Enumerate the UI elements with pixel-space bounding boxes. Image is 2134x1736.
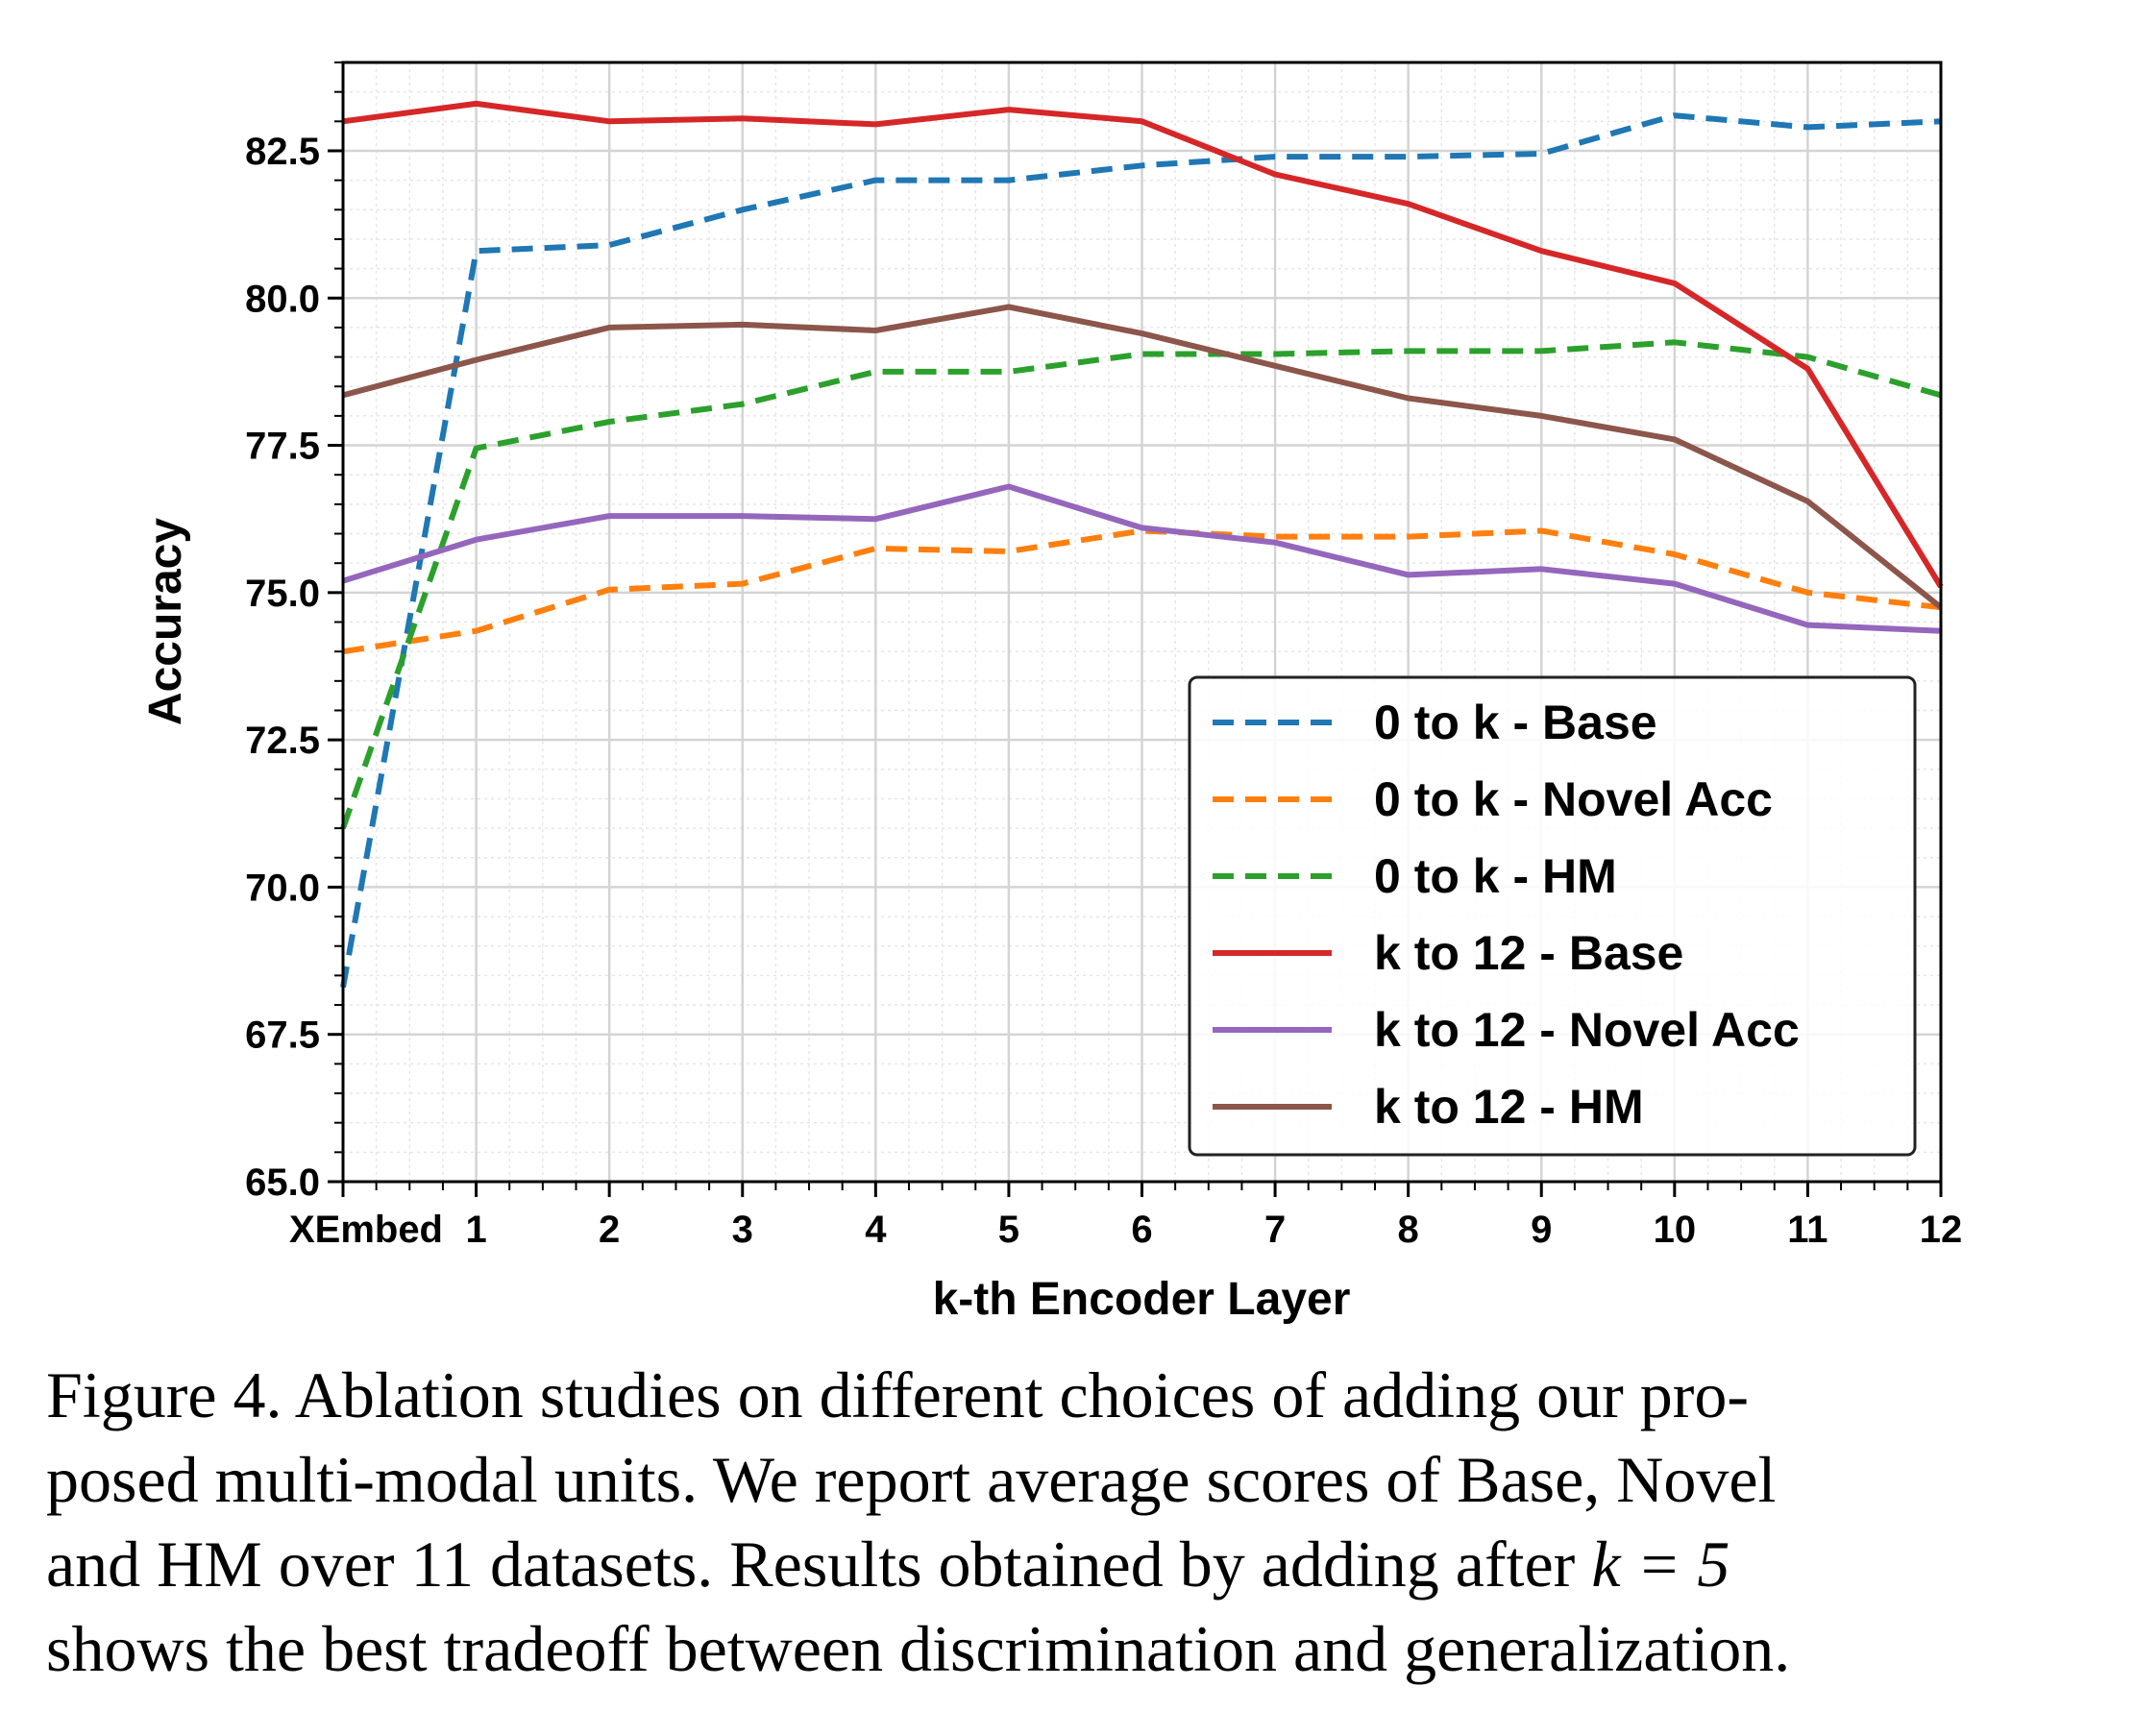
caption-line: shows the best tradeoff between discrimi…: [46, 1612, 1791, 1685]
y-tick-label: 80.0: [245, 278, 320, 320]
legend-label: 0 to k - HM: [1374, 849, 1617, 903]
x-tick-label: 7: [1264, 1209, 1286, 1251]
x-tick-label: 2: [599, 1209, 620, 1251]
legend-label: 0 to k - Base: [1374, 696, 1657, 749]
y-tick-label: 65.0: [245, 1161, 320, 1204]
series-line: [342, 527, 1942, 655]
caption-line: posed multi-modal units. We report avera…: [46, 1443, 1777, 1516]
y-tick-label: 67.5: [245, 1015, 320, 1057]
ticks-layer: [328, 61, 1943, 1197]
series-line: [342, 100, 1944, 589]
y-tick-label: 72.5: [245, 720, 320, 762]
y-axis-title: Accuracy: [140, 518, 191, 725]
legend: 0 to k - Base 0 to k - Novel Acc 0 to k - …: [1188, 675, 1917, 1157]
caption-line: Figure 4. Ablation studies on different …: [46, 1358, 1750, 1431]
legend-label: 0 to k - Novel Acc: [1374, 772, 1773, 826]
legend-box: [1188, 675, 1917, 1157]
series-line: [340, 339, 1942, 830]
y-tick-label: 75.0: [245, 573, 320, 615]
y-tick-label: 70.0: [245, 867, 320, 909]
caption-line: and HM over 11 datasets. Results obtaine…: [46, 1522, 2093, 1606]
y-tick-label: 82.5: [245, 131, 320, 173]
y-tick-label: 77.5: [245, 426, 320, 468]
x-tick-label: 1: [465, 1209, 486, 1251]
x-tick-label: 10: [1654, 1209, 1697, 1251]
x-axis-title: k-th Encoder Layer: [933, 1274, 1351, 1325]
series-line: [342, 304, 1943, 610]
x-tick-label: 11: [1787, 1209, 1827, 1251]
series-line: [340, 112, 1942, 989]
series-layer: [340, 100, 1944, 989]
line-chart: XEmbed 1 2 3 4 5 6 7 8 9 10 11 12 65.067.570.072.575…: [140, 61, 1962, 1325]
x-tick-label: 5: [998, 1209, 1019, 1251]
legend-label: k to 12 - Base: [1374, 926, 1683, 980]
legend-label: k to 12 - HM: [1374, 1080, 1644, 1134]
minor-grid: [343, 61, 1941, 1183]
x-tick-labels: XEmbed 1 2 3 4 5 6 7 8 9 10 11 12: [289, 1209, 1962, 1251]
x-tick-label: XEmbed: [289, 1209, 443, 1251]
y-tick-labels: 65.0 67.5 70.0 72.5 75.0 77.5 80.0 82.5: [245, 131, 320, 1204]
caption-text: and HM over 11 datasets. Results obtaine…: [46, 1528, 1592, 1601]
x-tick-label: 3: [732, 1209, 753, 1251]
x-tick-label: 12: [1920, 1209, 1963, 1251]
x-tick-label: 6: [1131, 1209, 1152, 1251]
figure-caption: Figure 4. Ablation studies on different …: [46, 1353, 2093, 1691]
legend-label: k to 12 - Novel Acc: [1374, 1003, 1800, 1057]
major-grid: [341, 62, 1943, 1184]
x-tick-label: 4: [865, 1209, 887, 1251]
x-tick-label: 9: [1531, 1209, 1552, 1251]
x-tick-label: 8: [1398, 1209, 1419, 1251]
caption-math: k = 5: [1591, 1528, 1730, 1601]
series-line: [342, 483, 1942, 634]
